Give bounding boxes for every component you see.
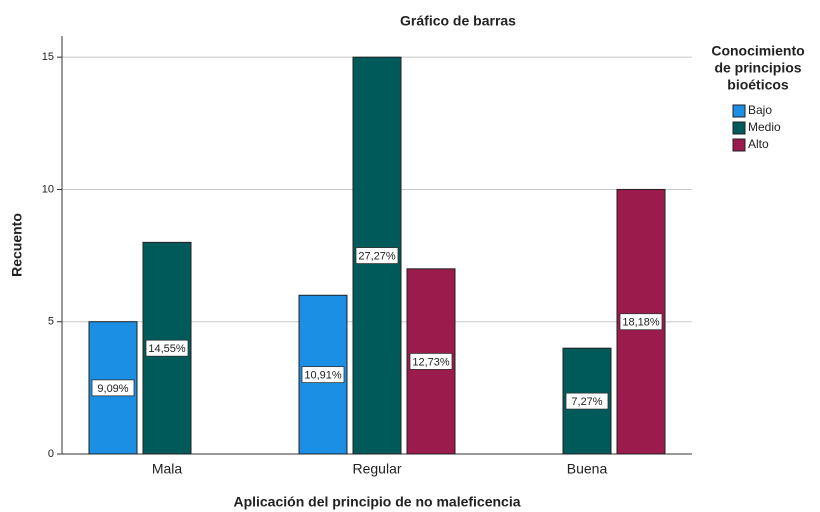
data-label: 12,73%: [412, 356, 450, 368]
chart-title: Gráfico de barras: [400, 13, 516, 29]
legend-label: Bajo: [748, 103, 772, 117]
data-label-box: [355, 247, 399, 264]
data-label: 14,55%: [148, 343, 186, 355]
x-tick-label: Mala: [152, 461, 183, 477]
data-label-box: [145, 339, 189, 357]
data-label: 27,27%: [358, 250, 396, 262]
y-axis-label: Recuento: [9, 213, 25, 277]
legend-label: Medio: [748, 120, 781, 134]
legend-label: Alto: [748, 137, 769, 151]
data-label-box: [409, 353, 453, 370]
y-tick-label: 5: [48, 316, 54, 328]
x-tick-label: Regular: [352, 461, 401, 477]
x-tick-label: Buena: [567, 461, 608, 477]
legend-swatch: [732, 121, 746, 135]
legend-title: de principios: [714, 60, 801, 76]
legend-swatch: [732, 104, 746, 118]
data-label-box: [565, 392, 609, 410]
legend-swatch: [732, 138, 746, 152]
data-label: 10,91%: [304, 370, 342, 382]
x-axis-label: Aplicación del principio de no maleficen…: [233, 494, 520, 510]
data-label-box: [619, 313, 663, 331]
data-label-box: [91, 379, 135, 397]
y-tick-label: 0: [48, 448, 54, 460]
y-tick-label: 10: [42, 183, 54, 195]
y-tick-label: 15: [42, 51, 54, 63]
data-label: 18,18%: [622, 317, 660, 329]
data-label: 9,09%: [97, 383, 128, 395]
legend-title: Conocimiento: [711, 43, 804, 59]
data-label-box: [301, 366, 345, 384]
data-label: 7,27%: [571, 396, 602, 408]
legend-title: bioéticos: [727, 77, 789, 93]
